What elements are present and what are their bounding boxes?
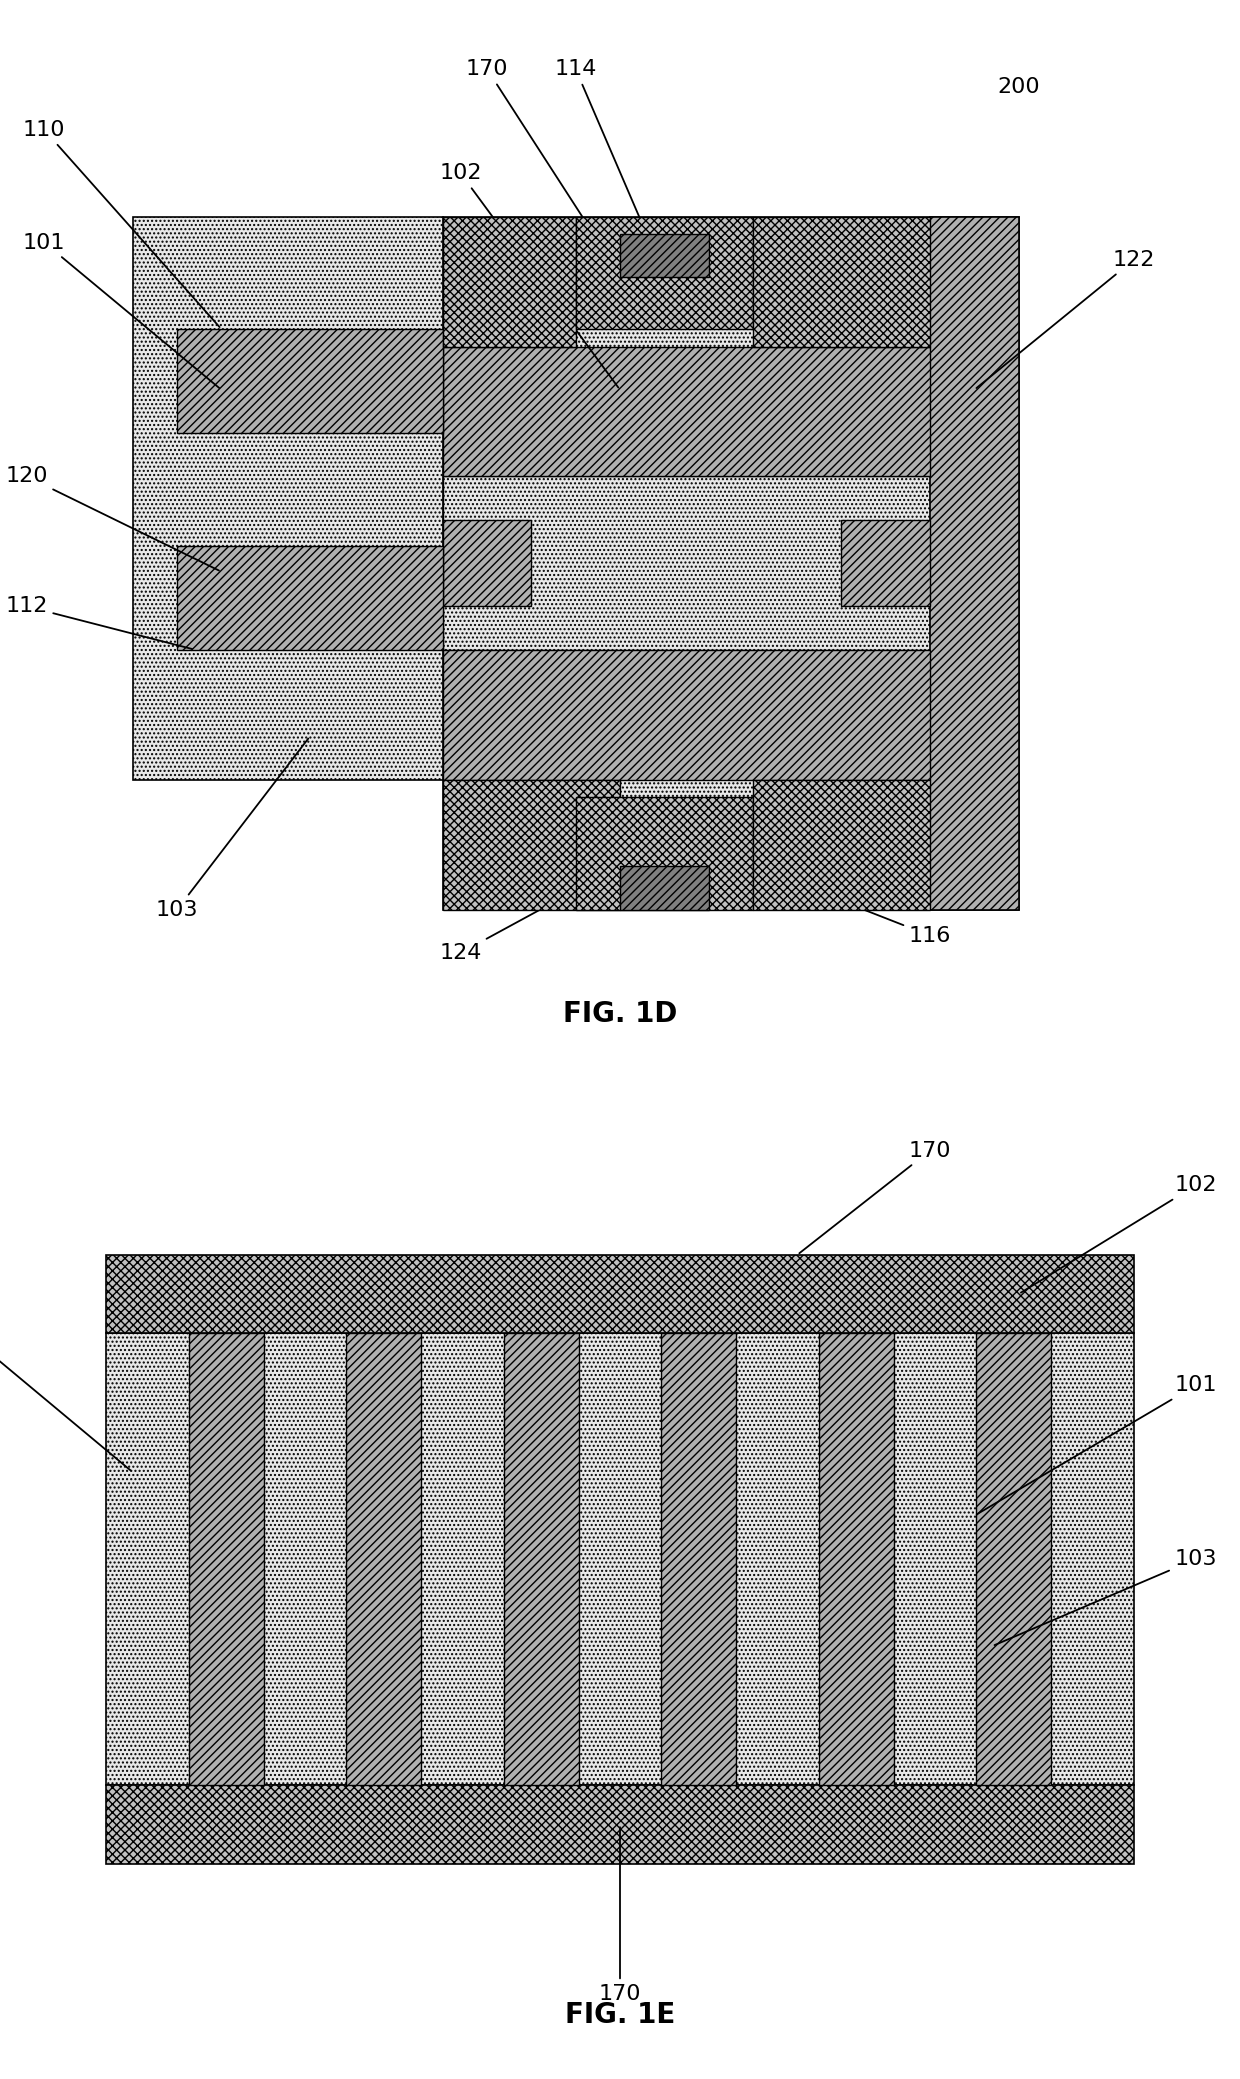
Bar	[107, 1333, 1133, 1786]
Text: 103: 103	[994, 1549, 1216, 1644]
Text: 170: 170	[466, 60, 591, 231]
Text: 101: 101	[24, 233, 219, 389]
Bar	[443, 216, 1018, 911]
Bar	[443, 520, 532, 607]
Text: 200: 200	[997, 77, 1040, 96]
Text: 124: 124	[439, 867, 618, 963]
Text: 170: 170	[800, 1141, 951, 1254]
Text: 122: 122	[0, 1314, 130, 1470]
Bar	[976, 1333, 1052, 1786]
Bar	[107, 1256, 1133, 1333]
Bar	[443, 649, 930, 780]
Bar	[661, 1333, 737, 1786]
Bar	[443, 476, 930, 649]
Bar	[753, 780, 930, 911]
Bar	[620, 867, 708, 911]
Bar	[443, 347, 930, 476]
Text: 102: 102	[1021, 1175, 1216, 1293]
Bar	[177, 545, 443, 649]
Text: 101: 101	[977, 1376, 1216, 1514]
Bar	[443, 216, 575, 347]
Bar	[188, 1333, 264, 1786]
Text: 170: 170	[599, 1827, 641, 2004]
Bar	[177, 328, 443, 432]
Bar	[443, 780, 620, 911]
Bar	[620, 233, 708, 277]
Bar	[842, 520, 930, 607]
Bar	[575, 796, 753, 911]
Text: 103: 103	[156, 738, 309, 919]
Text: 120: 120	[5, 466, 219, 570]
Bar	[575, 216, 753, 328]
Bar	[107, 1786, 1133, 1863]
Text: FIG. 1E: FIG. 1E	[565, 2000, 675, 2029]
Text: 122: 122	[976, 249, 1154, 389]
Bar	[930, 216, 1018, 911]
Text: 112: 112	[5, 597, 192, 649]
Bar	[503, 1333, 579, 1786]
Bar	[753, 216, 930, 347]
Text: 110: 110	[24, 121, 219, 326]
Text: 114: 114	[554, 60, 646, 231]
Text: 102: 102	[439, 164, 619, 387]
Text: FIG. 1D: FIG. 1D	[563, 1000, 677, 1027]
Text: 116: 116	[755, 867, 951, 946]
Bar	[133, 216, 443, 780]
Bar	[818, 1333, 894, 1786]
Bar	[346, 1333, 422, 1786]
